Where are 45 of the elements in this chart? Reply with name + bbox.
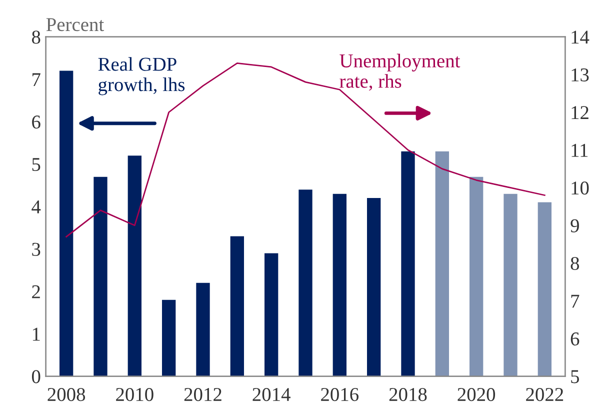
y2-tick-label: 7	[571, 294, 580, 308]
x-tick-label: 2008	[48, 388, 86, 402]
bar	[504, 194, 518, 376]
bar	[538, 202, 552, 376]
y-tick-label: 1	[32, 328, 40, 341]
bar	[367, 198, 381, 376]
bar	[470, 176, 484, 376]
x-tick-label: 2012	[184, 388, 222, 402]
y-tick-label: 2	[32, 285, 40, 298]
bar	[264, 253, 278, 376]
x-tick-label: 2020	[458, 388, 496, 402]
bar	[401, 151, 415, 376]
y2-tick-label: 6	[570, 332, 580, 346]
bar	[59, 70, 74, 376]
x-tick-label: 2010	[116, 388, 154, 402]
bar	[128, 156, 142, 376]
bar	[94, 176, 108, 376]
y2-tick-label: 9	[570, 219, 579, 232]
y2-tick-label: 14	[572, 30, 590, 44]
y-tick-label: 7	[32, 73, 40, 86]
x-tick-label: 2022	[526, 388, 564, 402]
bar	[435, 151, 450, 376]
bar	[230, 236, 244, 376]
y2-tick-label: 8	[570, 256, 580, 270]
y2-tick-label: 13	[572, 68, 589, 82]
y-axis-title: Percent	[46, 18, 104, 32]
bar	[196, 282, 210, 376]
y2-tick-label: 10	[572, 182, 589, 195]
annotation: Unemployment rate, rhs	[340, 54, 460, 91]
y2-tick-label: 11	[572, 144, 588, 157]
x-tick-label: 2016	[321, 388, 359, 402]
y-tick-label: 0	[32, 370, 40, 384]
x-tick-label: 2014	[252, 388, 290, 402]
bar	[298, 190, 312, 376]
y-tick-label: 4	[32, 200, 41, 214]
y-tick-label: 6	[32, 116, 40, 129]
y2-tick-label: 12	[572, 106, 588, 119]
bar	[162, 300, 176, 376]
y-tick-label: 5	[32, 158, 40, 172]
bar	[332, 194, 346, 376]
y2-tick-label: 5	[571, 370, 579, 384]
y-tick-label: 8	[32, 30, 40, 44]
y-tick-label: 3	[32, 242, 40, 256]
annotation: Real GDP growth, lhs	[98, 57, 185, 96]
x-tick-label: 2018	[389, 388, 427, 402]
